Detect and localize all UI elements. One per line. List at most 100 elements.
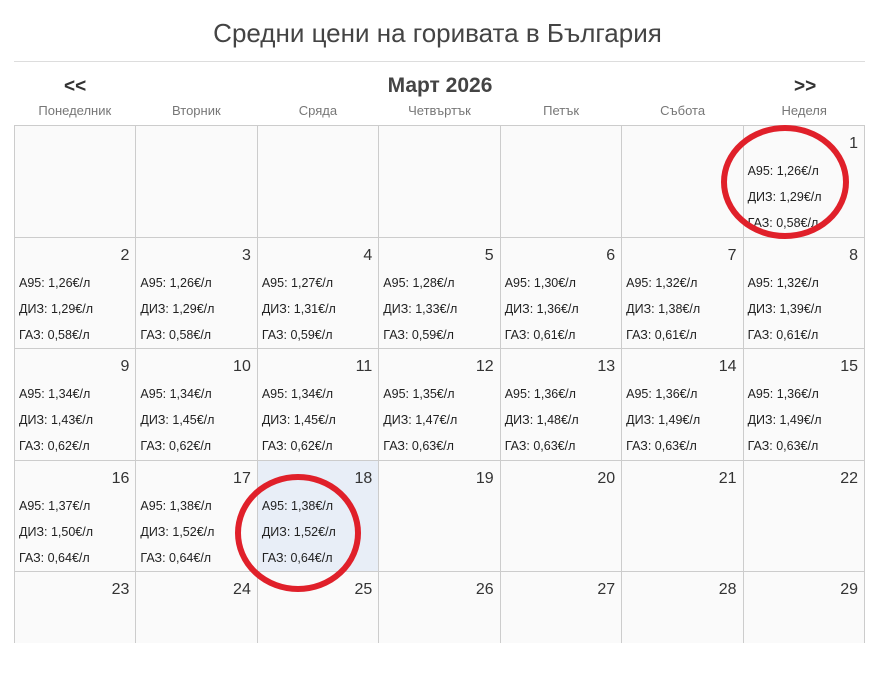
day-number: 16 bbox=[111, 469, 130, 487]
day-cell[interactable]: 13 А95: 1,36€/л ДИЗ: 1,48€/л ГАЗ: 0,63€/л bbox=[500, 349, 623, 461]
weekday-label: Понеделник bbox=[38, 103, 112, 118]
price-diesel: ДИЗ: 1,52€/л bbox=[261, 524, 336, 539]
price-lpg: ГАЗ: 0,63€/л bbox=[626, 439, 697, 453]
day-cell[interactable]: 3 А95: 1,26€/л ДИЗ: 1,29€/л ГАЗ: 0,58€/л bbox=[136, 237, 258, 349]
day-number: 7 bbox=[727, 246, 737, 264]
price-diesel: ДИЗ: 1,49€/л bbox=[626, 413, 701, 427]
weekday-label: Събота bbox=[660, 103, 706, 118]
price-diesel: ДИЗ: 1,49€/л bbox=[747, 413, 822, 427]
price-lpg: ГАЗ: 0,63€/л bbox=[747, 439, 819, 453]
day-number: 11 bbox=[355, 358, 373, 375]
day-cell bbox=[136, 126, 258, 238]
price-a95: А95: 1,28€/л bbox=[383, 275, 455, 290]
day-number: 28 bbox=[718, 581, 737, 598]
day-cell[interactable]: 22 bbox=[743, 460, 865, 572]
price-a95: А95: 1,26€/л bbox=[19, 275, 91, 290]
price-diesel: ДИЗ: 1,29€/л bbox=[747, 190, 822, 204]
day-cell bbox=[622, 126, 744, 238]
day-cell bbox=[379, 126, 501, 238]
day-cell[interactable]: 18 А95: 1,38€/л ДИЗ: 1,52€/л ГАЗ: 0,64€/л bbox=[257, 460, 380, 572]
price-lpg: ГАЗ: 0,61€/л bbox=[747, 327, 819, 342]
day-number: 15 bbox=[840, 358, 858, 375]
price-diesel: ДИЗ: 1,38€/л bbox=[626, 301, 701, 316]
price-diesel: ДИЗ: 1,31€/л bbox=[261, 301, 336, 316]
price-a95: А95: 1,35€/л bbox=[383, 387, 455, 401]
weekday-label: Вторник bbox=[172, 103, 221, 118]
price-a95: А95: 1,38€/л bbox=[261, 498, 334, 513]
day-number: 1 bbox=[849, 135, 858, 152]
price-diesel: ДИЗ: 1,52€/л bbox=[140, 524, 215, 539]
price-a95: А95: 1,30€/л bbox=[504, 275, 576, 290]
price-diesel: ДИЗ: 1,50€/л bbox=[19, 524, 93, 539]
day-number: 5 bbox=[484, 246, 494, 264]
calendar-grid: 1 А95: 1,26€/л ДИЗ: 1,29€/л ГАЗ: 0,58€/л 2 А9… bbox=[14, 125, 865, 684]
day-cell[interactable]: 7 А95: 1,32€/л ДИЗ: 1,38€/л ГАЗ: 0,61€/л bbox=[622, 237, 744, 349]
day-cell[interactable]: 2 А95: 1,26€/л ДИЗ: 1,29€/л ГАЗ: 0,58€/л bbox=[15, 237, 137, 349]
day-number: 9 bbox=[120, 358, 130, 375]
day-cell[interactable]: 11 А95: 1,34€/л ДИЗ: 1,45€/л ГАЗ: 0,62€/л bbox=[257, 349, 380, 461]
day-cell[interactable]: 12 А95: 1,35€/л ДИЗ: 1,47€/л ГАЗ: 0,63€/л bbox=[379, 349, 501, 461]
day-number: 8 bbox=[849, 246, 858, 264]
day-cell[interactable]: 9 А95: 1,34€/л ДИЗ: 1,43€/л ГАЗ: 0,62€/л bbox=[15, 349, 137, 461]
day-cell[interactable]: 1 А95: 1,26€/л ДИЗ: 1,29€/л ГАЗ: 0,58€/л bbox=[743, 126, 865, 238]
price-lpg: ГАЗ: 0,58€/л bbox=[747, 216, 819, 230]
price-lpg: ГАЗ: 0,58€/л bbox=[140, 327, 212, 342]
price-diesel: ДИЗ: 1,29€/л bbox=[140, 301, 215, 316]
page-bottom bbox=[0, 643, 875, 689]
day-number: 10 bbox=[233, 358, 251, 375]
price-lpg: ГАЗ: 0,59€/л bbox=[261, 327, 333, 342]
price-a95: А95: 1,32€/л bbox=[747, 275, 819, 290]
page-title: Средни цени на горивата в България bbox=[213, 18, 662, 48]
price-a95: А95: 1,26€/л bbox=[140, 275, 212, 290]
day-number: 20 bbox=[597, 469, 616, 487]
price-lpg: ГАЗ: 0,61€/л bbox=[504, 327, 576, 342]
day-number: 26 bbox=[475, 581, 494, 598]
price-a95: А95: 1,38€/л bbox=[140, 498, 212, 513]
day-number: 23 bbox=[111, 581, 130, 598]
day-cell[interactable]: 5 А95: 1,28€/л ДИЗ: 1,33€/л ГАЗ: 0,59€/л bbox=[379, 237, 501, 349]
price-diesel: ДИЗ: 1,29€/л bbox=[19, 301, 93, 316]
day-cell[interactable]: 4 А95: 1,27€/л ДИЗ: 1,31€/л ГАЗ: 0,59€/л bbox=[257, 237, 380, 349]
price-lpg: ГАЗ: 0,62€/л bbox=[19, 439, 90, 453]
day-number: 19 bbox=[475, 469, 494, 487]
day-cell[interactable]: 8 А95: 1,32€/л ДИЗ: 1,39€/л ГАЗ: 0,61€/л bbox=[743, 237, 865, 349]
price-lpg: ГАЗ: 0,59€/л bbox=[383, 327, 454, 342]
price-a95: А95: 1,37€/л bbox=[19, 498, 91, 513]
day-cell bbox=[257, 126, 380, 238]
day-number: 17 bbox=[233, 469, 251, 487]
day-cell[interactable]: 16 А95: 1,37€/л ДИЗ: 1,50€/л ГАЗ: 0,64€/л bbox=[15, 460, 137, 572]
price-lpg: ГАЗ: 0,64€/л bbox=[19, 550, 90, 565]
day-number: 21 bbox=[718, 469, 737, 487]
price-a95: А95: 1,26€/л bbox=[747, 164, 819, 178]
price-a95: А95: 1,36€/л bbox=[626, 387, 698, 401]
price-lpg: ГАЗ: 0,58€/л bbox=[19, 327, 90, 342]
price-a95: А95: 1,36€/л bbox=[747, 387, 819, 401]
price-lpg: ГАЗ: 0,64€/л bbox=[140, 550, 212, 565]
day-number: 6 bbox=[606, 246, 616, 264]
price-diesel: ДИЗ: 1,45€/л bbox=[261, 413, 336, 427]
day-number: 4 bbox=[363, 246, 373, 264]
day-cell[interactable]: 21 bbox=[622, 460, 744, 572]
price-lpg: ГАЗ: 0,62€/л bbox=[140, 439, 212, 453]
price-a95: А95: 1,32€/л bbox=[626, 275, 698, 290]
day-cell[interactable]: 20 bbox=[500, 460, 623, 572]
day-cell[interactable]: 19 bbox=[379, 460, 501, 572]
day-cell[interactable]: 10 А95: 1,34€/л ДИЗ: 1,45€/л ГАЗ: 0,62€/л bbox=[136, 349, 258, 461]
day-cell[interactable]: 14 А95: 1,36€/л ДИЗ: 1,49€/л ГАЗ: 0,63€/л bbox=[622, 349, 744, 461]
price-lpg: ГАЗ: 0,63€/л bbox=[504, 439, 576, 453]
day-number: 13 bbox=[597, 358, 616, 375]
weekday-label: Неделя bbox=[781, 103, 827, 118]
day-cell bbox=[15, 126, 137, 238]
day-number: 25 bbox=[354, 581, 373, 598]
month-title: Март 2026 bbox=[387, 74, 493, 97]
price-diesel: ДИЗ: 1,47€/л bbox=[383, 413, 458, 427]
price-lpg: ГАЗ: 0,62€/л bbox=[261, 439, 333, 453]
weekday-header: Понеделник Вторник Сряда Четвъртък Петък… bbox=[14, 103, 865, 118]
day-cell[interactable]: 17 А95: 1,38€/л ДИЗ: 1,52€/л ГАЗ: 0,64€/л bbox=[136, 460, 258, 572]
next-month-button[interactable]: >> bbox=[794, 76, 817, 97]
day-cell[interactable]: 6 А95: 1,30€/л ДИЗ: 1,36€/л ГАЗ: 0,61€/л bbox=[500, 237, 623, 349]
price-lpg: ГАЗ: 0,63€/л bbox=[383, 439, 454, 453]
day-cell[interactable]: 15 А95: 1,36€/л ДИЗ: 1,49€/л ГАЗ: 0,63€/л bbox=[743, 349, 865, 461]
price-a95: А95: 1,27€/л bbox=[261, 275, 334, 290]
prev-month-button[interactable]: << bbox=[64, 76, 87, 97]
